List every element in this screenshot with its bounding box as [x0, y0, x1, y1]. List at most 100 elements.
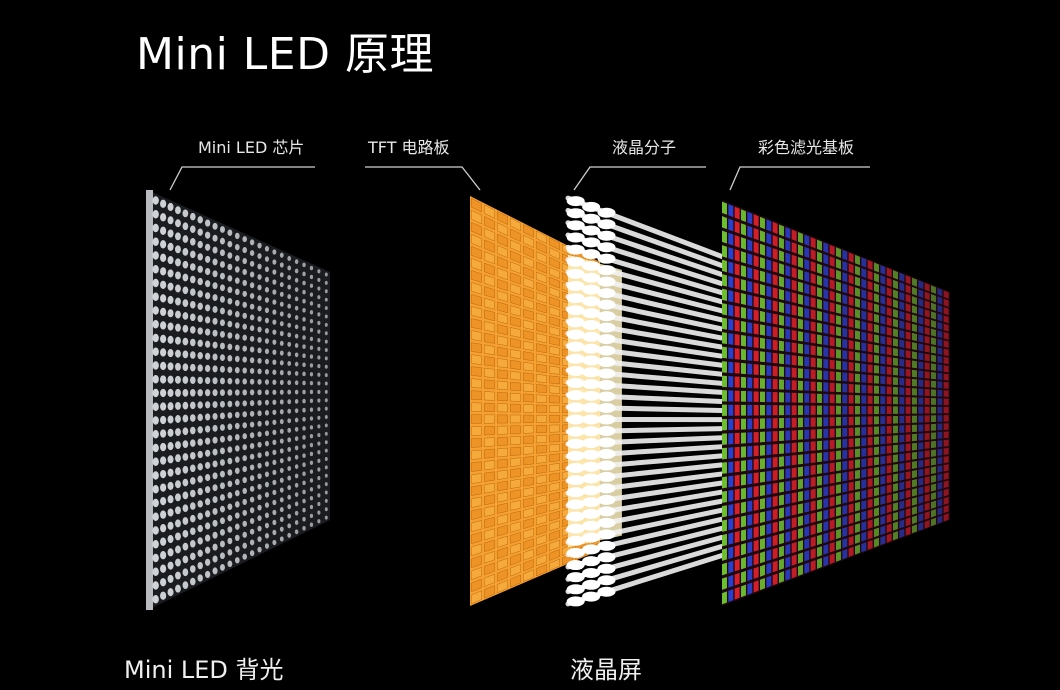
led-chip — [309, 389, 314, 395]
led-chip — [189, 225, 196, 233]
led-chip — [264, 543, 270, 549]
color-filter-subpixel — [760, 243, 765, 256]
color-filter-subpixel — [912, 360, 917, 369]
led-chip — [167, 588, 174, 597]
led-chip — [212, 246, 218, 254]
tft-cell — [536, 333, 547, 344]
led-chip — [189, 275, 196, 284]
led-chip — [175, 480, 181, 489]
led-chip — [234, 378, 240, 385]
lc-molecule — [566, 280, 585, 291]
led-chip — [257, 295, 262, 301]
tft-cell — [497, 369, 508, 380]
tft-cell — [497, 335, 508, 347]
color-filter-subpixel — [836, 360, 841, 370]
led-chip — [257, 525, 262, 532]
led-chip — [249, 367, 255, 374]
lc-molecule — [582, 591, 601, 602]
led-chip — [197, 339, 203, 348]
led-chip — [212, 460, 218, 468]
tft-cell — [484, 251, 495, 265]
tft-cell — [549, 335, 560, 346]
tft-cell — [510, 542, 521, 555]
led-chip — [167, 282, 174, 291]
led-chip — [264, 246, 270, 252]
led-chip — [152, 196, 159, 205]
led-chip — [189, 477, 196, 485]
lc-molecule — [597, 207, 616, 218]
color-filter-subpixel — [886, 327, 892, 336]
led-chip — [227, 457, 233, 465]
led-chip — [175, 375, 181, 384]
led-chip — [152, 581, 159, 590]
led-chip — [189, 426, 196, 435]
led-chip — [182, 478, 189, 487]
led-chip — [279, 507, 284, 513]
color-filter-subpixel — [943, 439, 949, 447]
led-chip — [234, 445, 240, 452]
color-filter-subpixel — [741, 446, 746, 458]
color-filter-subpixel — [772, 534, 778, 547]
color-filter-subpixel — [931, 302, 936, 311]
color-filter-subpixel — [848, 503, 854, 514]
color-filter-subpixel — [836, 450, 841, 460]
led-chip — [287, 303, 292, 309]
led-chip — [152, 265, 159, 274]
tft-cell — [497, 301, 508, 314]
led-chip — [204, 473, 211, 482]
led-chip — [302, 507, 306, 513]
color-filter-subpixel — [798, 331, 803, 342]
led-chip — [219, 261, 225, 268]
color-filter-subpixel — [918, 325, 924, 334]
led-chip — [272, 389, 277, 395]
tft-cell — [471, 461, 482, 472]
led-chip — [189, 376, 196, 384]
lc-molecule — [597, 288, 616, 299]
tft-cell — [471, 414, 482, 424]
color-filter-subpixel — [779, 379, 784, 390]
led-chip — [152, 595, 159, 604]
color-filter-subpixel — [829, 279, 835, 290]
color-filter-subpixel — [880, 285, 886, 295]
tft-cell — [510, 359, 521, 370]
color-filter-subpixel — [785, 354, 791, 365]
tft-cell — [510, 261, 521, 274]
color-filter-subpixel — [943, 505, 949, 514]
color-filter-subpixel — [829, 462, 835, 473]
color-filter-subpixel — [741, 209, 746, 222]
led-chip — [272, 369, 277, 375]
color-filter-subpixel — [905, 443, 911, 452]
led-chip — [264, 307, 270, 314]
led-chip — [309, 345, 314, 350]
led-chip — [204, 461, 211, 469]
color-filter-subpixel — [943, 464, 949, 472]
lc-molecule — [597, 529, 616, 540]
led-chip — [197, 364, 203, 372]
color-filter-subpixel — [893, 309, 898, 318]
color-filter-subpixel — [779, 366, 784, 377]
tft-cell — [497, 278, 508, 292]
color-filter-subpixel — [823, 393, 829, 404]
lc-molecule — [582, 485, 601, 496]
color-filter-subpixel — [893, 299, 898, 309]
color-filter-subpixel — [886, 504, 892, 514]
color-filter-subpixel — [842, 338, 848, 349]
led-chip — [249, 550, 255, 557]
led-chip — [160, 415, 167, 425]
tft-cell — [510, 305, 521, 317]
color-filter-subpixel — [823, 497, 829, 509]
color-filter-subpixel — [899, 272, 905, 282]
led-chip — [182, 312, 189, 320]
color-filter-subpixel — [842, 482, 848, 493]
lc-molecule — [566, 450, 585, 461]
color-filter-subpixel — [842, 416, 848, 426]
led-chip — [197, 277, 203, 286]
led-chip — [302, 516, 306, 522]
tft-cell — [536, 322, 547, 334]
color-filter-subpixel — [855, 254, 860, 266]
color-filter-subpixel — [899, 310, 905, 320]
tft-cell — [549, 443, 560, 453]
color-filter-subpixel — [924, 353, 930, 362]
led-chip — [182, 363, 189, 372]
tft-cell — [510, 521, 521, 533]
